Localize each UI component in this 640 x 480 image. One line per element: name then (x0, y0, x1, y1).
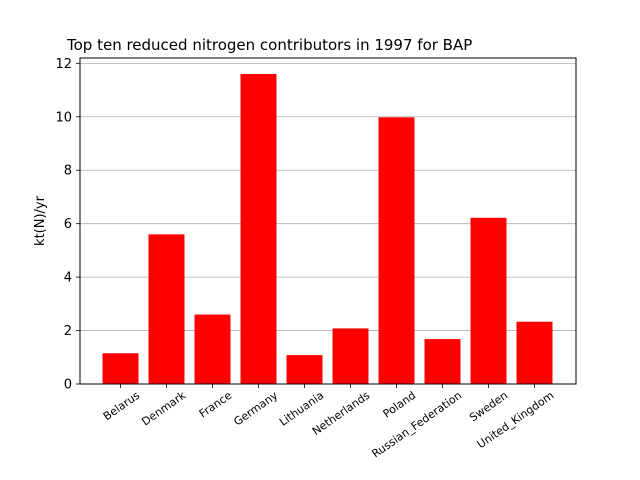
y-tick-label: 4 (64, 271, 72, 286)
x-tick-label: Germany (231, 389, 280, 429)
y-tick-label: 12 (55, 57, 72, 72)
x-tick-label: Sweden (467, 389, 510, 425)
y-tick-label: 2 (64, 324, 72, 339)
plot-frame (79, 57, 577, 385)
bar-united-kingdom (516, 321, 553, 384)
bar-belarus (102, 353, 139, 384)
y-tick-label: 10 (55, 110, 72, 125)
y-axis-label: kt(N)/yr (33, 195, 48, 246)
chart-title: Top ten reduced nitrogen contributors in… (66, 36, 472, 54)
y-tick-label: 0 (64, 378, 72, 393)
y-axis-ticks: 0 2 4 6 8 10 12 (55, 57, 80, 393)
bar-poland (378, 117, 415, 384)
bar-france (194, 314, 231, 384)
x-tick-label: Belarus (101, 389, 143, 424)
bar-lithuania (286, 355, 323, 384)
x-tick-label: France (197, 389, 235, 421)
bar-russian-federation (424, 339, 461, 384)
y-tick-label: 6 (64, 217, 72, 232)
bar-germany (240, 74, 277, 385)
x-tick-label: Poland (381, 389, 419, 421)
bar-netherlands (332, 328, 369, 384)
bars (102, 74, 553, 385)
x-tick-label: Denmark (139, 388, 188, 428)
bar-denmark (148, 234, 185, 384)
x-tick-label: United_Kingdom (475, 389, 556, 451)
bar-sweden (470, 217, 507, 384)
y-tick-label: 8 (64, 164, 72, 179)
